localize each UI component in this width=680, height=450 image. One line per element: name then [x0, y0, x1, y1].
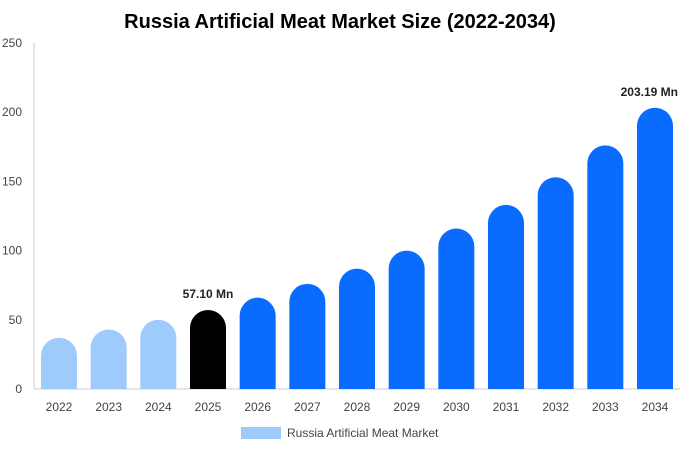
legend-label: Russia Artificial Meat Market — [287, 426, 439, 440]
y-tick-label: 150 — [2, 174, 22, 188]
x-tick-label: 2034 — [642, 400, 669, 414]
y-tick-label: 100 — [2, 244, 22, 258]
y-tick-label: 50 — [9, 313, 23, 327]
bar-2031 — [488, 204, 524, 389]
legend[interactable]: Russia Artificial Meat Market — [241, 426, 439, 440]
bar-2022 — [41, 337, 77, 389]
x-tick-label: 2030 — [443, 400, 470, 414]
data-labels: 57.10 Mn 203.19 Mn — [183, 85, 678, 301]
bar-2029 — [388, 250, 425, 389]
y-tick-label: 250 — [2, 36, 22, 50]
x-tick-label: 2022 — [46, 400, 73, 414]
bar-2023 — [90, 329, 127, 389]
bar-2027 — [289, 283, 326, 389]
bar-2026 — [239, 297, 276, 389]
x-tick-label: 2028 — [344, 400, 371, 414]
data-label-2034: 203.19 Mn — [621, 85, 678, 99]
y-tick-label: 200 — [2, 105, 22, 119]
x-tick-label: 2023 — [95, 400, 122, 414]
x-tick-label: 2033 — [592, 400, 619, 414]
x-tick-label: 2029 — [393, 400, 420, 414]
bar-2033 — [587, 145, 624, 389]
x-tick-label: 2032 — [542, 400, 569, 414]
bar-2032 — [537, 177, 574, 389]
x-tick-label: 2025 — [195, 400, 222, 414]
x-tick-label: 2026 — [244, 400, 271, 414]
bar-2024 — [140, 319, 177, 389]
bar-2025 — [190, 309, 226, 389]
legend-swatch — [241, 427, 281, 439]
x-tick-label: 2024 — [145, 400, 172, 414]
x-axis: 2022 2023 2024 2025 2026 2027 2028 2029 2030 2031… — [34, 388, 680, 414]
bar-series — [41, 107, 673, 390]
x-tick-label: 2031 — [493, 400, 520, 414]
y-axis: 0 50 100 150 200 250 — [2, 36, 35, 396]
x-tick-label: 2027 — [294, 400, 321, 414]
y-tick-label: 0 — [15, 382, 22, 396]
bar-2028 — [339, 268, 375, 389]
bar-2030 — [438, 228, 475, 389]
chart-title: Russia Artificial Meat Market Size (2022… — [124, 11, 556, 33]
bar-2034 — [637, 107, 673, 390]
data-label-2025: 57.10 Mn — [183, 287, 234, 301]
